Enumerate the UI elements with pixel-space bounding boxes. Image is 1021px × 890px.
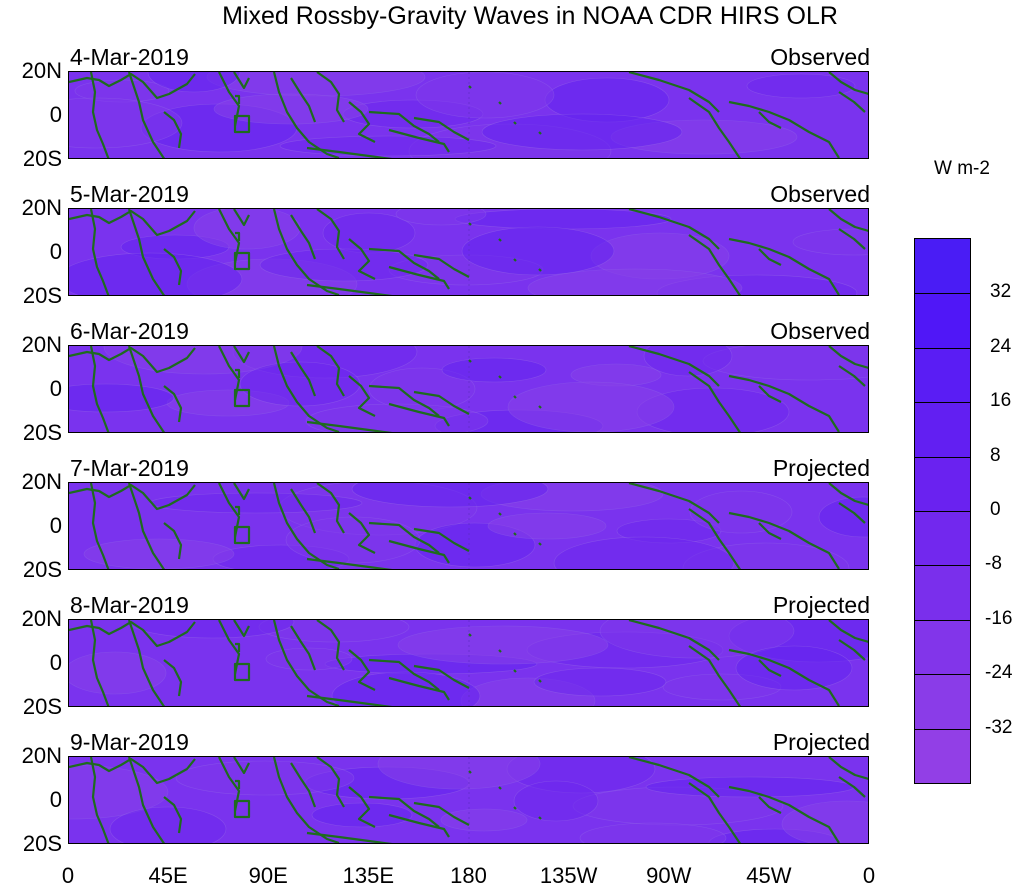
latitude-tick-label: 20S: [22, 831, 62, 856]
map-svg: [69, 72, 868, 158]
map-panel: 7-Mar-2019 Projected 20N 0 20S: [0, 455, 1021, 593]
latitude-tick-label: 0: [49, 102, 62, 127]
latitude-tick-label: 20S: [22, 146, 62, 171]
longitude-tick-label: 45E: [148, 863, 188, 888]
colorbar-cell: [915, 239, 970, 294]
panel-date-label: 6-Mar-2019: [70, 318, 189, 344]
latitude-tick-label: 20N: [21, 332, 62, 357]
latitude-tick-label: 20N: [21, 606, 62, 631]
colorbar-tick-label: -32: [985, 716, 1013, 738]
map-panel: 5-Mar-2019 Observed 20N 0 20S: [0, 181, 1021, 319]
latitude-tick-label: 0: [49, 787, 62, 812]
longitude-tick-label: 90E: [248, 863, 288, 888]
latitude-tick-label: 20N: [21, 469, 62, 494]
colorbar-cell: [915, 619, 970, 675]
panel-date-label: 8-Mar-2019: [70, 592, 189, 618]
longitude-tick-label: 180: [450, 863, 487, 888]
colorbar: [914, 238, 971, 784]
olr-map: [68, 345, 869, 433]
longitude-tick-label: 90W: [646, 863, 692, 888]
colorbar-tick-label: 8: [990, 444, 1001, 466]
latitude-tick-label: 0: [49, 513, 62, 538]
colorbar-cell: [915, 674, 970, 729]
map-svg: [69, 346, 868, 432]
colorbar-tick-label: -16: [985, 607, 1013, 629]
map-panel: 9-Mar-2019 Projected 20N 0 20S: [0, 729, 1021, 867]
longitude-tick-label: 45W: [746, 863, 792, 888]
panel-status-label: Projected: [772, 729, 870, 755]
chart-title: Mixed Rossby-Gravity Waves in NOAA CDR H…: [222, 2, 838, 30]
latitude-tick-label: 20N: [21, 743, 62, 768]
latitude-tick-label: 20S: [22, 694, 62, 719]
colorbar-tick-label: -24: [985, 662, 1013, 684]
map-svg: [69, 209, 868, 295]
longitude-tick-label: 0: [61, 863, 75, 888]
panel-status-label: Observed: [770, 44, 870, 70]
panel-status-label: Projected: [772, 592, 870, 618]
panel-date-label: 7-Mar-2019: [70, 455, 189, 481]
panel-date-label: 4-Mar-2019: [70, 44, 189, 70]
latitude-tick-label: 0: [49, 376, 62, 401]
latitude-tick-label: 0: [49, 650, 62, 675]
colorbar-tick-label: 32: [990, 281, 1012, 303]
olr-map: [68, 208, 869, 296]
map-panel: 6-Mar-2019 Observed 20N 0 20S: [0, 318, 1021, 456]
longitude-tick-label: 135E: [342, 863, 395, 888]
panel-status-label: Observed: [770, 318, 870, 344]
panel-status-label: Projected: [772, 455, 870, 481]
olr-map: [68, 482, 869, 570]
colorbar-tick-label: 0: [990, 499, 1001, 520]
colorbar-tick-label: 16: [990, 390, 1012, 412]
olr-map: [68, 619, 869, 707]
colorbar-cell: [915, 565, 970, 620]
colorbar-cell: [915, 402, 970, 457]
longitude-tick-label: 135W: [539, 863, 598, 888]
latitude-tick-label: 0: [49, 239, 62, 264]
colorbar-cell: [915, 728, 970, 783]
longitude-tick-label: 0: [862, 863, 876, 888]
colorbar-tick-label: -8: [985, 553, 1002, 575]
latitude-tick-label: 20N: [21, 195, 62, 220]
map-panel: 8-Mar-2019 Projected 20N 0 20S: [0, 592, 1021, 730]
olr-map: [68, 756, 869, 844]
latitude-tick-label: 20S: [22, 420, 62, 445]
map-svg: [69, 620, 868, 706]
panel-date-label: 5-Mar-2019: [70, 181, 189, 207]
latitude-tick-label: 20S: [22, 557, 62, 582]
latitude-tick-label: 20S: [22, 283, 62, 308]
olr-map: [68, 71, 869, 159]
colorbar-cell: [915, 347, 970, 403]
colorbar-tick-label: 24: [990, 335, 1012, 357]
panel-date-label: 9-Mar-2019: [70, 729, 189, 755]
latitude-tick-label: 20N: [21, 58, 62, 83]
colorbar-cell: [915, 293, 970, 348]
panel-status-label: Observed: [770, 181, 870, 207]
map-svg: [69, 483, 868, 569]
colorbar-cell: [915, 511, 970, 566]
map-panel: 4-Mar-2019 Observed 20N 0 20S: [0, 44, 1021, 182]
colorbar-cell: [915, 456, 970, 511]
map-svg: [69, 757, 868, 843]
colorbar-unit: W m-2: [934, 158, 990, 179]
